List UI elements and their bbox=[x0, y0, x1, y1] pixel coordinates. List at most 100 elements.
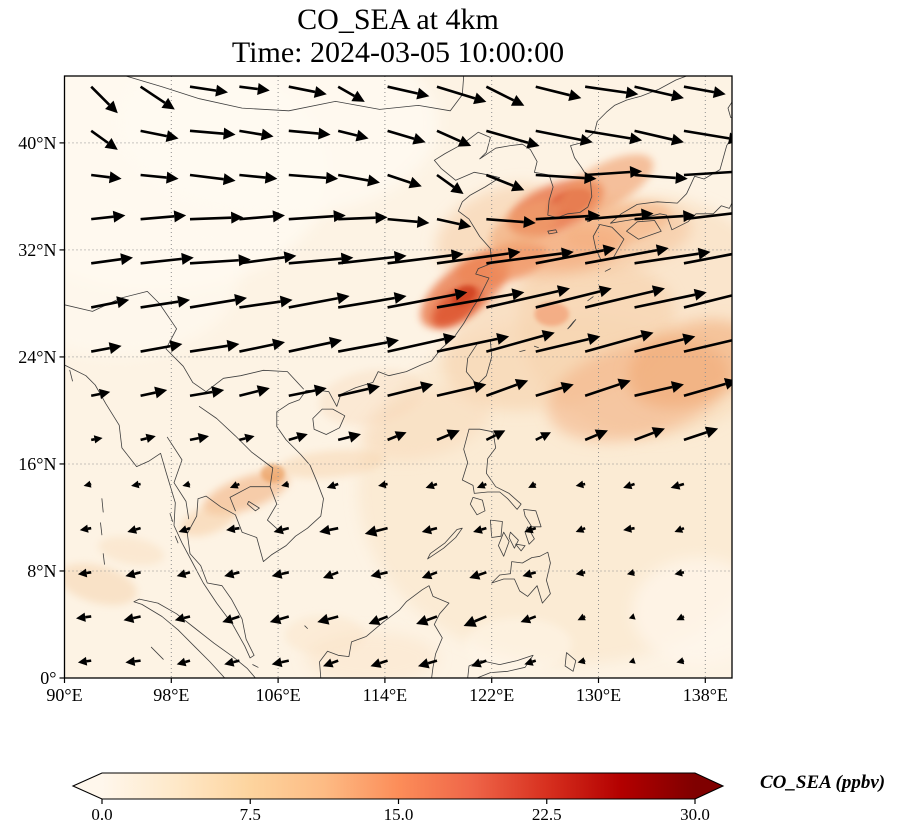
wind-arrow-head bbox=[181, 252, 194, 265]
wind-arrow-shaft bbox=[140, 257, 183, 265]
colorbar bbox=[71, 772, 725, 804]
wind-arrow-shaft bbox=[239, 300, 281, 309]
wind-arrow-shaft bbox=[239, 215, 274, 221]
wind-arrow-shaft bbox=[387, 173, 411, 184]
wind-arrow-head bbox=[355, 129, 369, 142]
wind-arrow-shaft bbox=[485, 85, 515, 102]
wind-arrow-head bbox=[463, 615, 477, 627]
wind-arrow-head bbox=[370, 658, 382, 668]
wind-arrow-shaft bbox=[387, 435, 398, 442]
x-tick-label: 90°E bbox=[46, 685, 83, 705]
wind-arrow-shaft bbox=[683, 252, 732, 265]
wind-arrow-shaft bbox=[535, 249, 605, 265]
co-plume-blob bbox=[359, 387, 491, 461]
wind-arrow-shaft bbox=[584, 433, 598, 442]
colorbar-gradient bbox=[102, 773, 695, 799]
wind-arrow-shaft bbox=[485, 173, 514, 187]
y-tick-label: 8°N bbox=[27, 560, 57, 581]
wind-arrow-head bbox=[670, 381, 684, 393]
wind-arrow-head bbox=[313, 86, 327, 98]
wind-arrow-shaft bbox=[486, 217, 524, 224]
wind-arrow-head bbox=[473, 92, 487, 105]
wind-arrow-shaft bbox=[288, 214, 334, 221]
wind-arrow-head bbox=[222, 173, 236, 186]
coastline bbox=[461, 428, 522, 510]
wind-arrow-head bbox=[457, 135, 472, 147]
wind-arrow-head bbox=[556, 285, 570, 297]
wind-arrow-shaft bbox=[483, 482, 487, 487]
wind-arrow-shaft bbox=[683, 85, 715, 94]
wind-arrow-head bbox=[105, 100, 118, 114]
wind-arrow-head bbox=[575, 568, 584, 577]
wind-arrow-head bbox=[747, 286, 760, 298]
colorbar-tick-label: 0.0 bbox=[91, 805, 113, 824]
wind-arrow-shaft bbox=[436, 433, 450, 442]
wind-arrow-head bbox=[625, 86, 639, 99]
wind-arrow-head bbox=[514, 378, 529, 391]
y-tick-label: 40°N bbox=[18, 132, 57, 153]
coastline bbox=[498, 531, 510, 557]
wind-arrow-shaft bbox=[288, 257, 342, 265]
wind-arrow-head bbox=[617, 378, 631, 391]
wind-arrow-shaft bbox=[337, 129, 358, 137]
wind-arrow-shaft bbox=[331, 659, 339, 665]
wind-arrow-head bbox=[476, 481, 486, 489]
wind-arrow-head bbox=[587, 333, 601, 345]
wind-arrow-head bbox=[577, 613, 586, 621]
co-plume-blob bbox=[465, 617, 572, 672]
wind-arrow-shaft bbox=[90, 129, 109, 144]
wind-arrow-shaft bbox=[436, 85, 476, 100]
wind-arrow-shaft bbox=[486, 129, 529, 145]
wind-arrow-head bbox=[271, 657, 283, 668]
wind-arrow-shaft bbox=[681, 526, 685, 531]
wind-arrow-head bbox=[628, 613, 636, 620]
wind-arrow-shaft bbox=[634, 129, 673, 141]
coastline bbox=[469, 497, 486, 516]
wind-arrow-head bbox=[125, 569, 136, 579]
coastline bbox=[247, 501, 260, 512]
wind-arrow-shaft bbox=[634, 214, 684, 221]
wind-arrow-shaft bbox=[288, 129, 319, 135]
wind-arrow-head bbox=[145, 433, 156, 443]
wind-arrow-head bbox=[393, 292, 407, 304]
wind-arrow-shaft bbox=[337, 341, 388, 353]
wind-arrow-shaft bbox=[139, 85, 166, 104]
coastline bbox=[490, 519, 503, 538]
wind-arrow-shaft bbox=[529, 615, 537, 621]
wind-arrow-shaft bbox=[231, 615, 240, 621]
wind-arrow-shaft bbox=[140, 391, 156, 398]
wind-arrow-head bbox=[313, 384, 327, 397]
wind-arrow-shaft bbox=[584, 289, 654, 309]
x-tick-label: 114°E bbox=[362, 685, 408, 705]
wind-arrow-head bbox=[651, 427, 665, 439]
wind-arrow-shaft bbox=[486, 289, 559, 309]
wind-arrow-head bbox=[670, 481, 681, 490]
wind-arrow-shaft bbox=[535, 386, 563, 397]
wind-arrow-shaft bbox=[337, 296, 395, 309]
wind-arrow-head bbox=[244, 433, 255, 443]
wind-arrow-shaft bbox=[279, 615, 290, 621]
wind-arrow-head bbox=[493, 430, 506, 441]
wind-arrow-head bbox=[229, 481, 239, 489]
wind-arrow-head bbox=[674, 525, 684, 533]
wind-arrow-head bbox=[273, 525, 284, 535]
wind-arrow-head bbox=[296, 432, 308, 443]
coastline bbox=[304, 625, 308, 629]
wind-arrow-shaft bbox=[86, 571, 92, 575]
wind-arrow-shaft bbox=[184, 659, 191, 664]
wind-arrow-head bbox=[123, 613, 135, 623]
wind-arrow-shaft bbox=[683, 294, 732, 309]
wind-arrow-shaft bbox=[282, 526, 290, 531]
wind-arrow-head bbox=[540, 432, 551, 442]
wind-arrow-head bbox=[364, 525, 378, 537]
coastline bbox=[567, 319, 577, 330]
wind-arrow-head bbox=[675, 171, 688, 184]
wind-arrow-shaft bbox=[186, 526, 191, 531]
wind-arrow-head bbox=[215, 84, 228, 97]
wind-arrow-head bbox=[640, 330, 654, 342]
wind-arrow-shaft bbox=[337, 435, 351, 442]
wind-arrow-shaft bbox=[436, 385, 475, 397]
colorbar-arrow-left bbox=[73, 773, 102, 799]
wind-arrow-shaft bbox=[337, 85, 356, 98]
wind-arrow-shaft bbox=[234, 526, 240, 531]
